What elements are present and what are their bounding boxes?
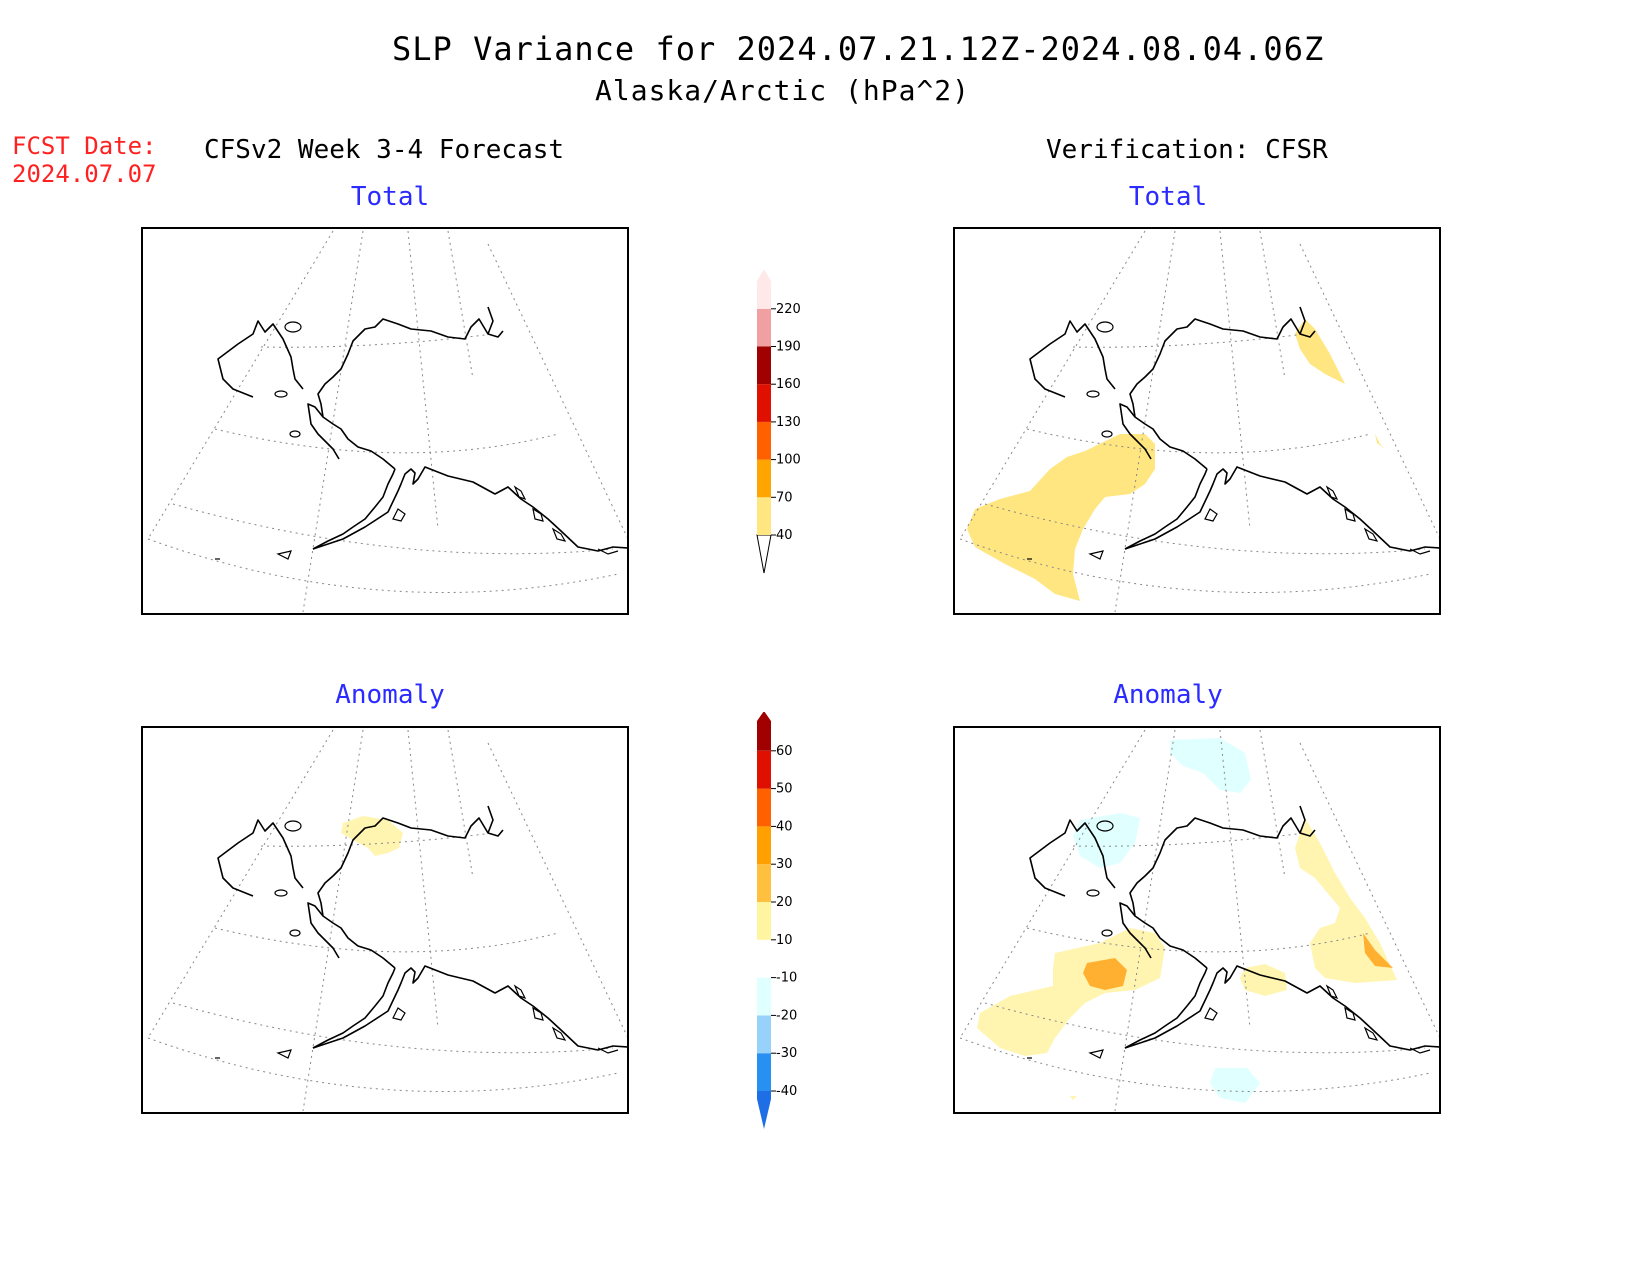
anomaly-colorbar-segment [757, 1091, 771, 1129]
total-colorbar-segment [757, 270, 771, 309]
anomaly-colorbar-label: 10 [776, 933, 793, 948]
anomaly-colorbar-label: 30 [776, 857, 793, 872]
shade-region-north [341, 816, 403, 856]
verification-anomaly-map [953, 726, 1441, 1114]
total-colorbar-lower-tail [756, 534, 772, 574]
shade-region-light-blue-left [1073, 813, 1140, 868]
total-colorbar-segment [757, 497, 771, 535]
verification-anomaly-title: Anomaly [1113, 680, 1223, 710]
anomaly-colorbar-label: -30 [776, 1046, 797, 1061]
total-colorbar-label: 160 [776, 377, 801, 392]
anomaly-colorbar-label: 60 [776, 744, 793, 759]
forecast-anomaly-title: Anomaly [335, 680, 445, 710]
forecast-total-title: Total [350, 182, 430, 212]
shade-region-light-blue-bottom [1210, 1068, 1260, 1103]
anomaly-colorbar-label: -10 [776, 971, 797, 986]
total-colorbar-label: 100 [776, 453, 801, 468]
figure-title: SLP Variance for 2024.07.21.12Z-2024.08.… [392, 30, 1325, 68]
verification-total-title: Total [1128, 182, 1208, 212]
shade-region-orange-west [1083, 958, 1127, 990]
anomaly-colorbar-label: 50 [776, 782, 793, 797]
total-colorbar-segment [757, 384, 771, 422]
forecast-column-heading: CFSv2 Week 3-4 Forecast [204, 135, 565, 165]
forecast-date-label: FCST Date: [12, 132, 157, 160]
forecast-total-map [141, 227, 629, 615]
total-colorbar-label: 220 [776, 302, 801, 317]
forecast-anomaly-map [141, 726, 629, 1114]
shade-region-yellow-east [1295, 818, 1397, 983]
anomaly-colorbar-segments: -40 -30 -20 -10 10 20 30 40 50 60 [757, 712, 797, 1129]
total-colorbar-segments: 40 70 100 130 160 190 220 [756, 270, 801, 574]
verification-total-map [953, 227, 1441, 615]
anomaly-colorbar-segment [757, 902, 771, 940]
total-colorbar: 40 70 100 130 160 190 220 [756, 270, 801, 574]
total-colorbar-segment [757, 346, 771, 385]
anomaly-colorbar-segment [757, 1015, 771, 1054]
total-colorbar-segment [757, 421, 771, 460]
anomaly-colorbar-label: 40 [776, 819, 793, 834]
forecast-date-value: 2024.07.07 [12, 160, 157, 188]
anomaly-colorbar-segment [757, 1053, 771, 1091]
total-colorbar-label: 130 [776, 415, 801, 430]
total-colorbar-label: 40 [776, 528, 793, 543]
anomaly-colorbar-segment [757, 977, 771, 1016]
shade-region-yellow-bottom-sliver [1070, 1096, 1077, 1100]
anomaly-colorbar-label: -20 [776, 1008, 797, 1023]
total-colorbar-label: 190 [776, 340, 801, 355]
anomaly-colorbar-segment [757, 939, 771, 978]
shade-region-west [967, 434, 1155, 601]
total-colorbar-segment [757, 308, 771, 347]
anomaly-colorbar-segment [757, 788, 771, 827]
anomaly-colorbar-segment [757, 864, 771, 902]
anomaly-colorbar-label: 20 [776, 895, 793, 910]
figure-subtitle: Alaska/Arctic (hPa^2) [595, 74, 971, 107]
anomaly-colorbar-segment [757, 750, 771, 789]
total-colorbar-label: 70 [776, 490, 793, 505]
shade-region-orange-east [1363, 933, 1393, 968]
anomaly-colorbar-label: -40 [776, 1084, 797, 1099]
shade-region-yellow-west [977, 928, 1165, 1056]
total-colorbar-segment [757, 459, 771, 498]
anomaly-colorbar: -40 -30 -20 -10 10 20 30 40 50 60 [757, 712, 797, 1129]
shade-region-northeast [1295, 319, 1345, 384]
anomaly-colorbar-segment [757, 826, 771, 865]
verification-column-heading: Verification: CFSR [1046, 135, 1328, 165]
shade-region-light-blue-top [1170, 738, 1251, 793]
anomaly-colorbar-segment [757, 712, 771, 751]
shade-region-east [1375, 434, 1385, 449]
